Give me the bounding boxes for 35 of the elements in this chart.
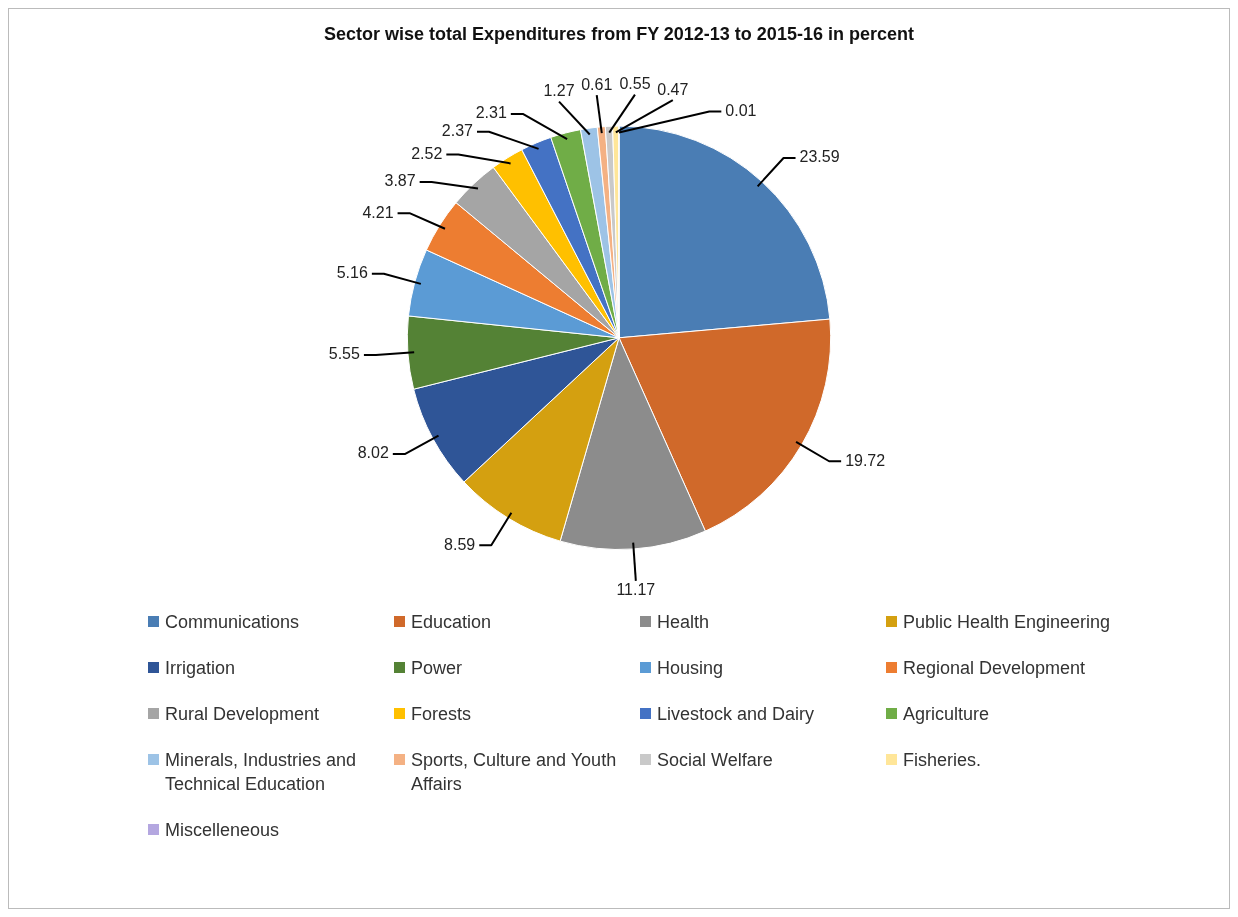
data-label: 2.31: [475, 104, 507, 122]
data-label: 8.59: [444, 535, 476, 553]
legend-label: Social Welfare: [657, 749, 773, 772]
legend-label: Communications: [165, 611, 300, 634]
chart-title: Sector wise total Expenditures from FY 2012-13 to 2015-16 in percent: [324, 23, 914, 44]
data-label: 0.01: [725, 101, 757, 119]
legend-label: Health: [657, 611, 710, 634]
data-label: 8.02: [357, 444, 389, 462]
data-label: 11.17: [616, 581, 656, 599]
data-label: 0.55: [619, 75, 651, 93]
legend-label: Minerals, Industries and Technical Education: [165, 749, 358, 796]
data-label: 19.72: [845, 451, 886, 469]
data-label: 5.16: [336, 264, 368, 282]
data-label: 3.87: [384, 172, 416, 190]
data-label: 1.27: [543, 82, 575, 99]
legend-label: Livestock and Dairy: [657, 703, 815, 726]
legend-label: Education: [411, 611, 492, 634]
legend-label: Sports, Culture and Youth Affairs: [411, 749, 618, 796]
legend-label: Forests: [411, 703, 472, 726]
data-label: 0.47: [657, 80, 689, 98]
legend-label: Fisheries.: [903, 749, 982, 772]
legend-label: Agriculture: [903, 703, 990, 726]
legend-label: Irrigation: [165, 657, 236, 680]
data-label: 5.55: [328, 345, 361, 363]
legend-label: Power: [411, 657, 463, 680]
data-label: 0.61: [581, 75, 613, 93]
data-label: 2.37: [441, 122, 474, 140]
legend-label: Housing: [657, 657, 724, 680]
legend-label: Miscelleneous: [165, 819, 280, 842]
data-label: 4.21: [362, 203, 394, 221]
data-label: 2.52: [411, 144, 443, 162]
legend-label: Public Health Engineering: [903, 611, 1111, 634]
data-label: 23.59: [799, 148, 840, 166]
legend-label: Regional Development: [903, 657, 1086, 680]
legend-label: Rural Development: [165, 703, 320, 726]
